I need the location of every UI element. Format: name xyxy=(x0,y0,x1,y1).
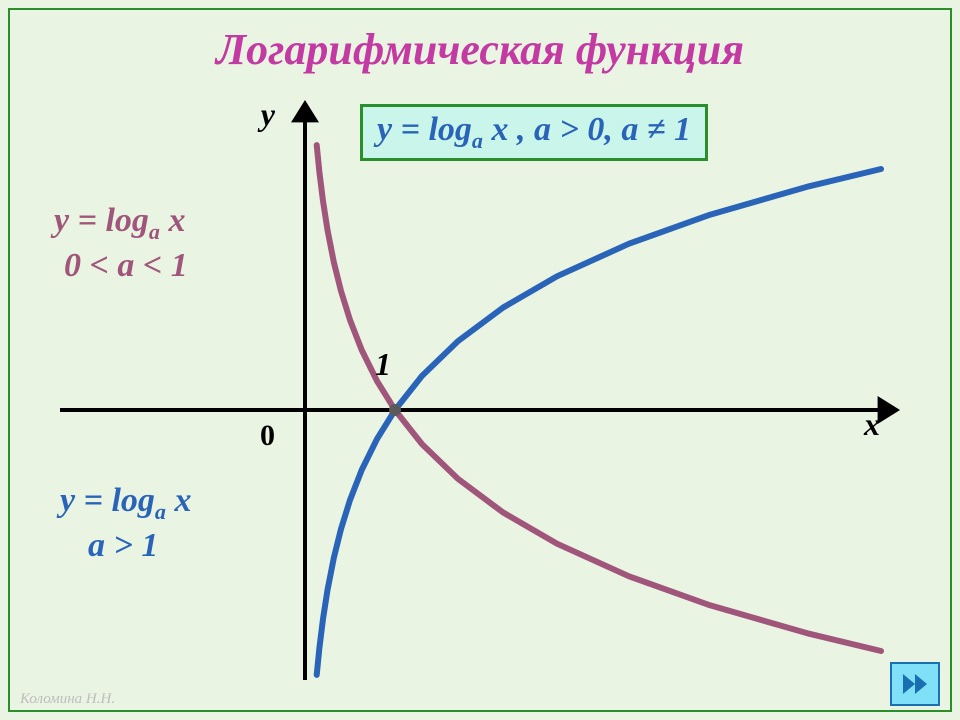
svg-text:x: x xyxy=(863,406,880,442)
svg-text:y: y xyxy=(257,100,276,132)
play-forward-icon xyxy=(901,672,929,696)
author-footer: Коломина Н.Н. xyxy=(20,691,115,708)
log-chart: x y 0 1 xyxy=(60,100,900,680)
slide-title: Логарифмическая функция xyxy=(0,24,960,75)
svg-text:0: 0 xyxy=(260,419,275,452)
next-slide-button[interactable] xyxy=(890,662,940,706)
svg-text:1: 1 xyxy=(375,346,391,382)
